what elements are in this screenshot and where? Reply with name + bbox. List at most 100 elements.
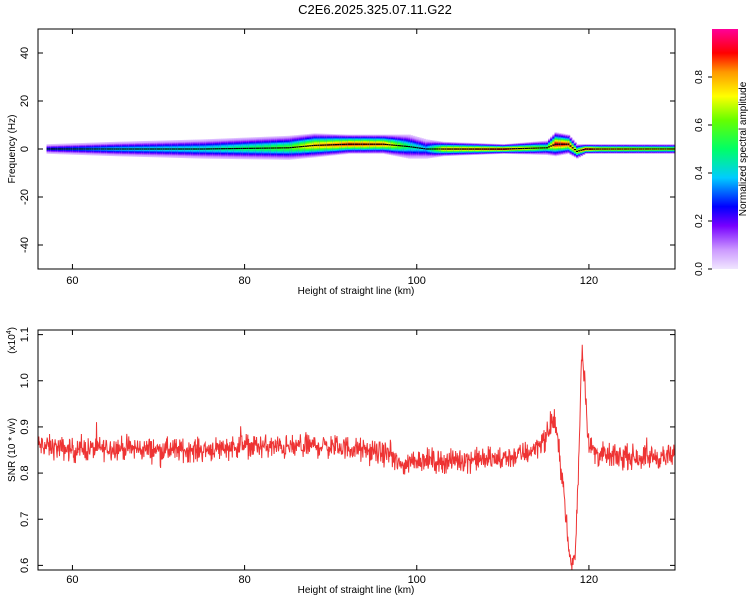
ridge-line (601, 148, 605, 150)
ridge-line (526, 147, 530, 149)
ridge-line (100, 148, 104, 150)
ridge-line (384, 143, 388, 145)
ridge-line (362, 143, 366, 145)
ridge-line (425, 148, 429, 150)
ridge-line (367, 143, 371, 145)
ridge-line (522, 147, 525, 150)
ridge-line (169, 148, 173, 150)
ridge-line (72, 148, 76, 150)
ridge-line (212, 148, 216, 150)
ridge-line (134, 148, 138, 150)
ridge-line (294, 146, 297, 148)
ridge-line (472, 148, 476, 150)
ridge-line (55, 148, 58, 150)
ridge-line (158, 148, 162, 150)
ridge-line (502, 148, 506, 150)
ridge-line (552, 144, 556, 146)
spectrogram-y-tick-label: -20 (19, 189, 31, 205)
ridge-line (334, 144, 338, 146)
ridge-line (180, 148, 183, 150)
ridge-line (276, 147, 280, 149)
ridge-line (291, 146, 295, 148)
ridge-line (167, 148, 170, 150)
ridge-line (173, 148, 177, 150)
ridge-line (89, 148, 93, 150)
snr-y-tick-label: 0.6 (19, 558, 31, 573)
ridge-line (612, 148, 616, 150)
ridge-line (326, 144, 330, 146)
spectrogram-panel: 60 80 100 120 -40 -20 0 20 40 Height of straight… (7, 28, 676, 297)
ridge-line (93, 148, 97, 150)
ridge-line (345, 143, 349, 145)
ridge-line (270, 147, 274, 149)
ridge-line (586, 148, 590, 150)
ridge-line (412, 146, 416, 148)
ridge-line (102, 148, 106, 150)
snr-y-tick-label: 1.1 (19, 327, 31, 342)
ridge-line (578, 150, 581, 152)
ridge-line (616, 148, 620, 150)
ridge-line (649, 148, 652, 150)
ridge-line (371, 143, 375, 145)
ridge-line (582, 149, 586, 151)
ridge-line (423, 148, 426, 150)
ridge-line (319, 144, 323, 146)
ridge-line (373, 143, 377, 145)
ridge-line (627, 148, 631, 150)
ridge-line (436, 148, 439, 150)
ridge-line (59, 148, 63, 150)
ridge-line (248, 147, 252, 149)
ridge-line (543, 147, 547, 149)
ridge-line (304, 145, 308, 147)
spectrogram-y-axis-label: Frequency (Hz) (7, 115, 18, 184)
ridge-line (352, 143, 355, 145)
ridge-line (175, 148, 179, 150)
spectrogram-y-tick-label: -40 (19, 237, 31, 253)
ridge-line (48, 148, 52, 150)
ridge-line (186, 148, 190, 150)
ridge-line (311, 145, 315, 147)
colorbar-tick-label: 0.2 (694, 214, 705, 228)
ridge-line (266, 147, 269, 149)
ridge-line (307, 145, 310, 147)
ridge-line (556, 143, 560, 145)
snr-scale-factor: (x104) (6, 327, 18, 354)
ridge-line (487, 148, 491, 150)
ridge-line (520, 147, 523, 150)
ridge-line (70, 148, 74, 150)
ridge-line (530, 147, 534, 149)
ridge-line (287, 147, 291, 149)
ridge-line (227, 148, 231, 150)
ridge-line (479, 148, 482, 150)
ridge-line (128, 148, 132, 150)
ridge-line (242, 147, 246, 150)
spectrogram-y-tick-label: 40 (19, 47, 31, 59)
ridge-line (68, 148, 71, 150)
ridge-line (459, 148, 463, 150)
ridge-line (113, 148, 117, 150)
ridge-line (599, 148, 603, 150)
snr-x-axis-label: Height of straight line (km) (298, 585, 415, 596)
ridge-line (337, 143, 340, 146)
ridge-line (85, 148, 89, 150)
ridge-line (143, 148, 147, 150)
snr-x-tick-label: 100 (408, 574, 426, 586)
ridge-line (393, 144, 396, 146)
colorbar-tick-label: 0.0 (694, 262, 705, 276)
ridge-line (576, 150, 579, 152)
ridge-line (216, 148, 220, 150)
ridge-line (515, 148, 519, 150)
ridge-line (623, 148, 627, 150)
ridge-line (438, 148, 442, 150)
ridge-line (545, 147, 549, 149)
ridge-line (78, 148, 82, 150)
ridge-line (259, 147, 263, 149)
ridge-line (130, 148, 134, 150)
ridge-line (517, 147, 521, 150)
ridge-line (332, 144, 336, 146)
ridge-line (440, 148, 444, 150)
ridge-line (98, 148, 102, 150)
ridge-line (494, 148, 497, 150)
ridge-line (489, 148, 493, 150)
ridge-line (610, 148, 614, 150)
